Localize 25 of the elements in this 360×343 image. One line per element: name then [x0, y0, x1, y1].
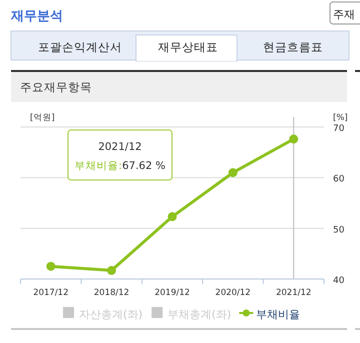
y2-axis-title: [%]	[333, 113, 348, 123]
point	[107, 266, 116, 275]
annotation: 2021/12 부채비율:67.62 %	[74, 141, 166, 172]
text: 현금흐름표	[263, 40, 323, 54]
x-tick-label: 2020/12	[215, 288, 251, 298]
x-tick-label: 2018/12	[94, 288, 130, 298]
y-axis-title: [억원]	[30, 113, 55, 123]
point	[168, 212, 177, 222]
text: 재무분석	[10, 9, 63, 24]
point	[289, 134, 298, 144]
y2-tick-label: 40	[333, 276, 345, 286]
x-tick-label: 2017/12	[33, 288, 69, 298]
point	[228, 168, 238, 178]
text: 주재	[333, 8, 355, 21]
y2-tick-label: 70	[333, 124, 345, 134]
y2-tick-label: 50	[333, 225, 345, 236]
legend-label: 부채비율	[256, 308, 300, 321]
tooltip: 2021/12 부채비율:67.62 %	[68, 130, 172, 180]
text: 재무상태표	[158, 40, 218, 54]
chart-title: 주요재무항목	[20, 80, 92, 94]
x-tick-label: 2019/12	[154, 288, 190, 298]
text: 포괄손익계산서	[38, 40, 122, 54]
point	[46, 262, 56, 271]
y2-tick-label: 60	[333, 174, 345, 185]
x-tick-label: 2021/12	[276, 288, 312, 298]
